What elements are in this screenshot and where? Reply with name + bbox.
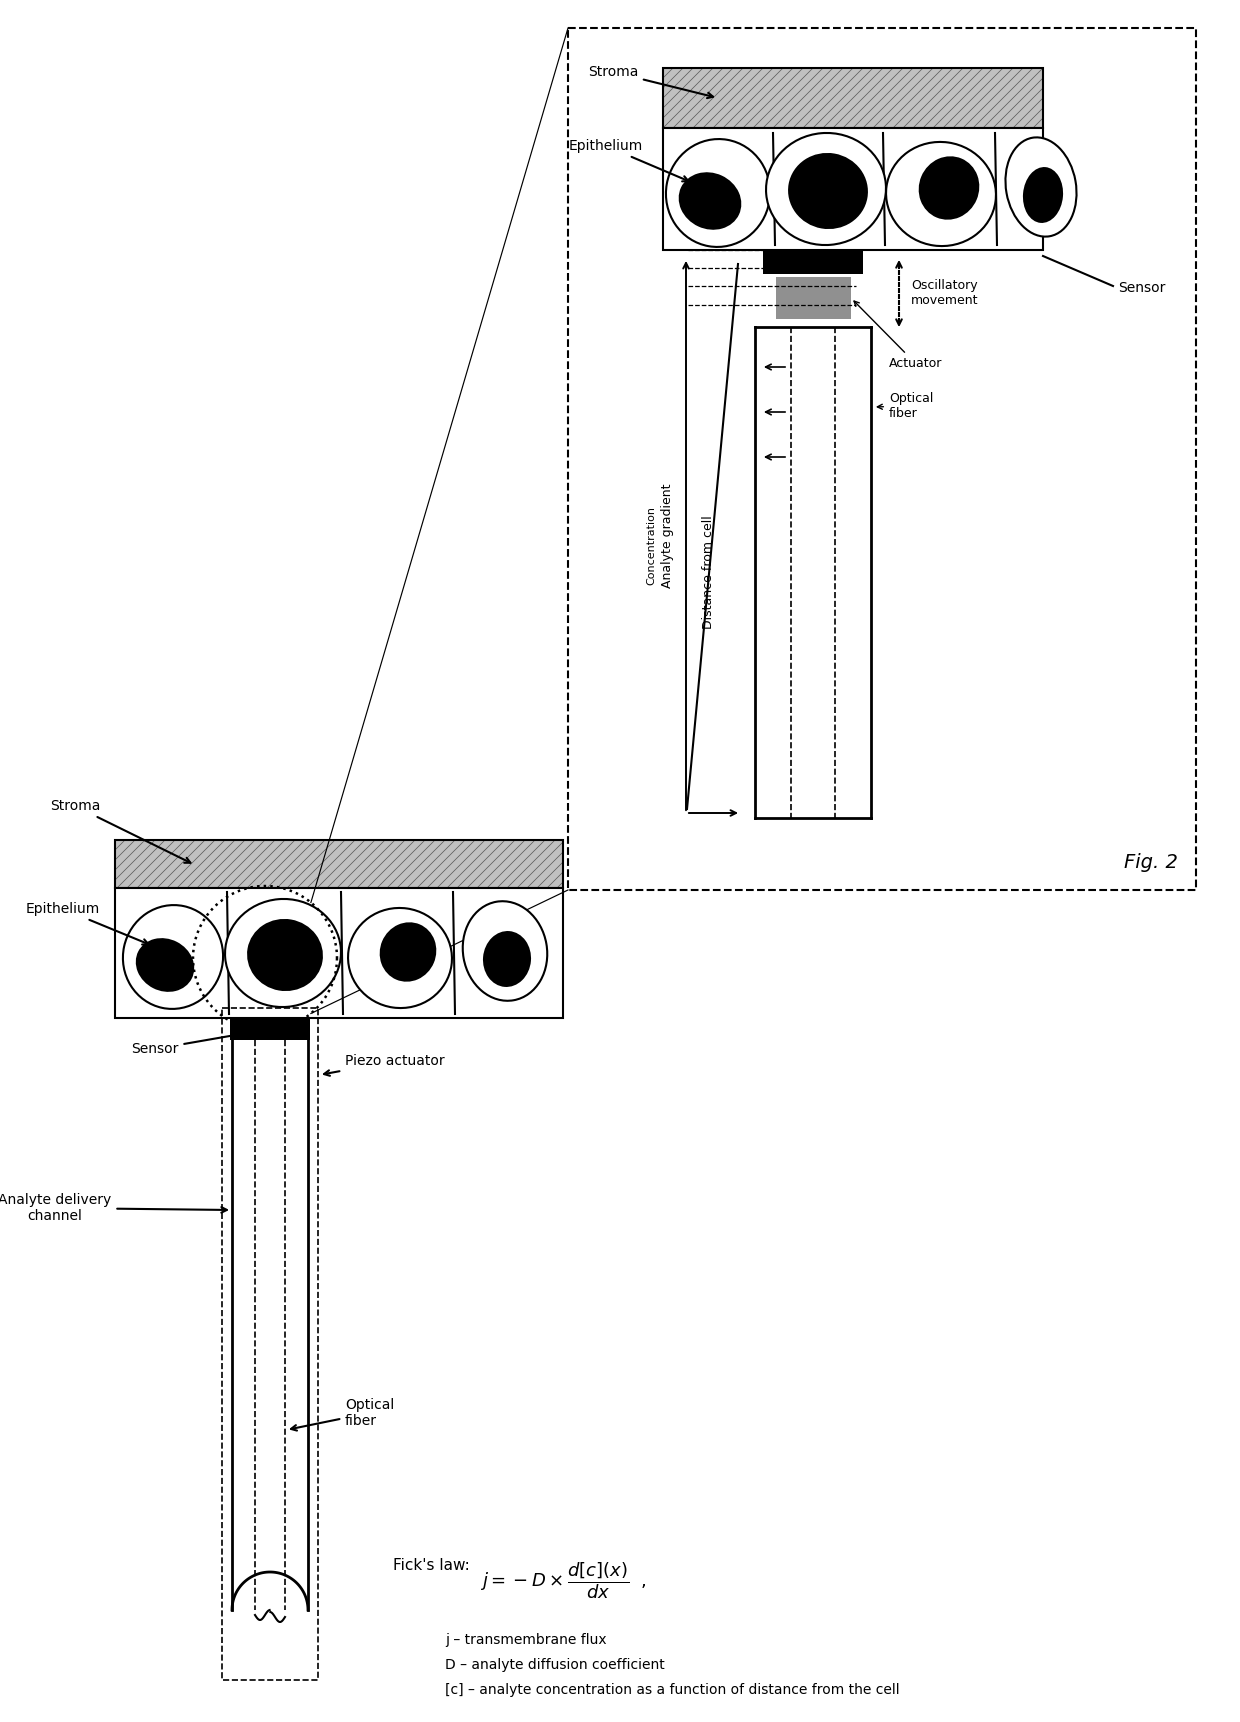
Text: Oscillatory
movement: Oscillatory movement xyxy=(911,279,978,308)
Bar xyxy=(663,67,1043,127)
Text: Actuator: Actuator xyxy=(854,301,942,370)
Bar xyxy=(115,889,563,1018)
Text: $j = -D \times \dfrac{d[c](x)}{dx}$  ,: $j = -D \times \dfrac{d[c](x)}{dx}$ , xyxy=(480,1560,647,1601)
Text: Optical
fiber: Optical fiber xyxy=(878,393,934,420)
Text: Stroma: Stroma xyxy=(50,799,191,863)
Ellipse shape xyxy=(135,938,195,992)
Bar xyxy=(776,277,851,319)
Text: Analyte gradient: Analyte gradient xyxy=(661,484,675,587)
Text: Epithelium: Epithelium xyxy=(569,139,688,181)
Ellipse shape xyxy=(123,906,223,1009)
Text: j – transmembrane flux: j – transmembrane flux xyxy=(445,1632,606,1646)
Bar xyxy=(568,28,1197,890)
Ellipse shape xyxy=(1006,138,1076,236)
Bar xyxy=(763,250,863,274)
Text: [c] – analyte concentration as a function of distance from the cell: [c] – analyte concentration as a functio… xyxy=(445,1682,900,1696)
Ellipse shape xyxy=(247,920,322,992)
Text: Fick's law:: Fick's law: xyxy=(393,1558,470,1572)
Text: Sensor: Sensor xyxy=(131,1028,265,1056)
Ellipse shape xyxy=(919,157,980,220)
Text: Distance from cell: Distance from cell xyxy=(702,515,714,629)
Ellipse shape xyxy=(463,901,547,1000)
Text: Epithelium: Epithelium xyxy=(26,902,149,944)
Ellipse shape xyxy=(348,907,451,1007)
Bar xyxy=(229,1018,310,1040)
Text: Piezo actuator: Piezo actuator xyxy=(324,1054,445,1076)
Ellipse shape xyxy=(766,133,885,245)
Text: Sensor: Sensor xyxy=(1118,281,1166,294)
Ellipse shape xyxy=(666,139,770,246)
Ellipse shape xyxy=(1023,167,1063,222)
Bar xyxy=(115,840,563,889)
Text: Stroma: Stroma xyxy=(588,65,713,98)
Text: Fig. 2: Fig. 2 xyxy=(1125,852,1178,871)
Ellipse shape xyxy=(887,141,996,246)
Text: D – analyte diffusion coefficient: D – analyte diffusion coefficient xyxy=(445,1658,665,1672)
Text: Optical
fiber: Optical fiber xyxy=(291,1398,394,1431)
Ellipse shape xyxy=(224,899,341,1007)
Bar xyxy=(663,127,1043,250)
Ellipse shape xyxy=(482,932,531,987)
Ellipse shape xyxy=(789,153,868,229)
Text: Concentration: Concentration xyxy=(646,506,656,585)
Ellipse shape xyxy=(379,923,436,982)
Ellipse shape xyxy=(678,172,742,229)
Text: Analyte delivery
channel: Analyte delivery channel xyxy=(0,1193,227,1223)
Bar xyxy=(222,1007,317,1681)
